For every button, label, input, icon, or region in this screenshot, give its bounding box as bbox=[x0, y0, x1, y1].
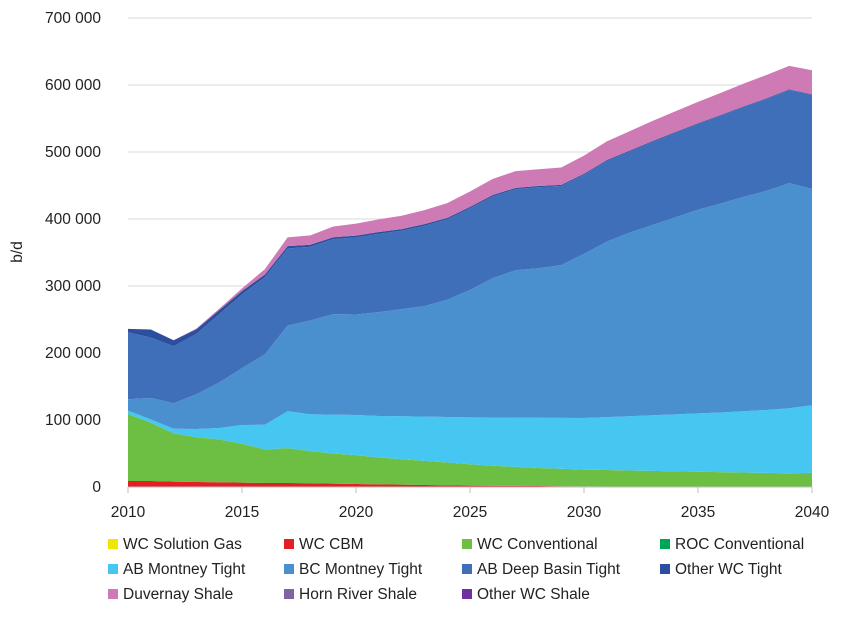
y-axis-label: b/d bbox=[9, 241, 26, 263]
legend-item: WC Solution Gas bbox=[108, 536, 242, 553]
y-tick-label: 500 000 bbox=[45, 144, 101, 161]
legend-item: Other WC Tight bbox=[660, 561, 782, 578]
legend-swatch bbox=[462, 564, 472, 574]
y-tick-label: 100 000 bbox=[45, 412, 101, 429]
area-ab-deep-basin-tight bbox=[128, 90, 812, 404]
y-tick-label: 200 000 bbox=[45, 345, 101, 362]
legend-item: ROC Conventional bbox=[660, 536, 804, 553]
legend: WC Solution Gas WC CBM WC Conventional ROC … bbox=[108, 536, 804, 603]
area-bc-montney-tight bbox=[128, 183, 812, 430]
legend-label: AB Deep Basin Tight bbox=[477, 561, 621, 578]
legend-swatch bbox=[108, 589, 118, 599]
x-tick-label: 2040 bbox=[795, 504, 830, 521]
legend-label: Horn River Shale bbox=[299, 586, 417, 603]
x-tick-label: 2035 bbox=[681, 504, 715, 521]
y-tick-label: 0 bbox=[92, 479, 101, 496]
x-tick-label: 2015 bbox=[225, 504, 259, 521]
legend-label: AB Montney Tight bbox=[123, 561, 246, 578]
legend-swatch bbox=[660, 539, 670, 549]
legend-item: Horn River Shale bbox=[284, 586, 417, 603]
legend-swatch bbox=[462, 589, 472, 599]
x-tick-label: 2030 bbox=[567, 504, 602, 521]
legend-item: AB Deep Basin Tight bbox=[462, 561, 621, 578]
y-tick-label: 700 000 bbox=[45, 10, 101, 27]
legend-swatch bbox=[108, 564, 118, 574]
area-duvernay-shale bbox=[128, 65, 812, 341]
x-tick-label: 2025 bbox=[453, 504, 487, 521]
legend-label: WC CBM bbox=[299, 536, 364, 553]
area-ab-montney-tight bbox=[128, 405, 812, 474]
legend-swatch bbox=[284, 564, 294, 574]
area-wc-cbm bbox=[128, 480, 812, 487]
x-tick-label: 2010 bbox=[111, 504, 146, 521]
legend-swatch bbox=[108, 539, 118, 549]
legend-item: WC Conventional bbox=[462, 536, 598, 553]
legend-label: Other WC Tight bbox=[675, 561, 782, 578]
legend-item: AB Montney Tight bbox=[108, 561, 246, 578]
y-tick-label: 600 000 bbox=[45, 77, 101, 94]
legend-swatch bbox=[284, 589, 294, 599]
legend-item: WC CBM bbox=[284, 536, 364, 553]
legend-swatch bbox=[284, 539, 294, 549]
legend-item: Duvernay Shale bbox=[108, 586, 233, 603]
legend-label: WC Solution Gas bbox=[123, 536, 242, 553]
y-tick-label: 400 000 bbox=[45, 211, 101, 228]
legend-label: WC Conventional bbox=[477, 536, 598, 553]
axes: 0 100 000 200 000 300 000 400 000 500 000 600 … bbox=[45, 10, 830, 521]
legend-swatch bbox=[660, 564, 670, 574]
area-wc-conventional bbox=[128, 413, 812, 487]
legend-label: Duvernay Shale bbox=[123, 586, 233, 603]
legend-label: BC Montney Tight bbox=[299, 561, 423, 578]
legend-swatch bbox=[462, 539, 472, 549]
x-tick-label: 2020 bbox=[339, 504, 374, 521]
legend-item: BC Montney Tight bbox=[284, 561, 423, 578]
legend-label: ROC Conventional bbox=[675, 536, 804, 553]
area-series-group bbox=[128, 65, 812, 487]
legend-label: Other WC Shale bbox=[477, 586, 590, 603]
legend-item: Other WC Shale bbox=[462, 586, 590, 603]
y-tick-label: 300 000 bbox=[45, 278, 101, 295]
